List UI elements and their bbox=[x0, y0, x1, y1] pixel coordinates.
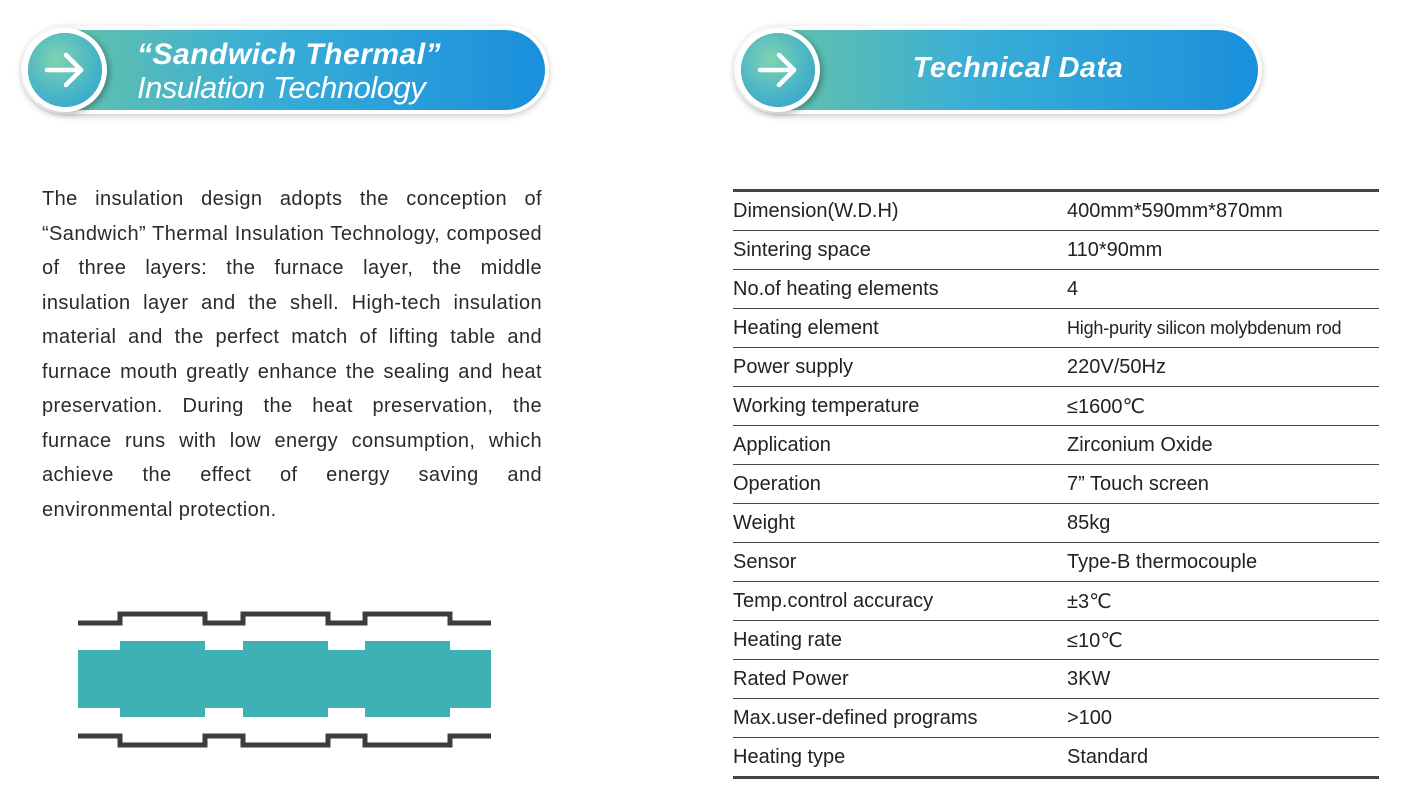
spec-row: Sintering space 110*90mm bbox=[733, 230, 1379, 270]
spec-value: 85kg bbox=[1067, 503, 1379, 543]
spec-value: 220V/50Hz bbox=[1067, 347, 1379, 387]
spec-label: Heating type bbox=[733, 745, 846, 768]
spec-row: Sensor Type-B thermocouple bbox=[733, 542, 1379, 582]
spec-value: 110*90mm bbox=[1067, 230, 1379, 270]
spec-row: Heating element High-purity silicon molyb… bbox=[733, 308, 1379, 348]
spec-value: High-purity silicon molybdenum rod bbox=[1067, 308, 1379, 348]
spec-row: Rated Power 3KW bbox=[733, 659, 1379, 699]
spec-label: Weight bbox=[733, 503, 1067, 543]
spec-label: Rated Power bbox=[733, 659, 1067, 699]
spec-value: ≤10℃ bbox=[1067, 620, 1379, 660]
spec-row: Heating rate ≤10℃ bbox=[733, 620, 1379, 660]
spec-row: Temp.control accuracy ±3℃ bbox=[733, 581, 1379, 621]
spec-label: Dimension(W.D.H) bbox=[733, 190, 1067, 231]
spec-row: Operation 7” Touch screen bbox=[733, 464, 1379, 504]
spec-value: ±3℃ bbox=[1067, 581, 1379, 621]
spec-label: Application bbox=[733, 425, 1067, 465]
sandwich-layers-diagram bbox=[78, 611, 491, 748]
arrow-right-icon bbox=[28, 33, 102, 107]
arrow-right-icon bbox=[741, 33, 815, 107]
spec-label: Max.user-defined programs bbox=[733, 698, 1067, 738]
spec-row: Power supply 220V/50Hz bbox=[733, 347, 1379, 387]
spec-label: Sensor bbox=[733, 542, 1067, 582]
technical-data-banner: Technical Data bbox=[738, 30, 1258, 110]
spec-value: 4 bbox=[1067, 269, 1379, 309]
spec-label: No.of heating elements bbox=[733, 269, 1067, 309]
banner-title-line1: “Sandwich Thermal” bbox=[137, 38, 442, 71]
insulation-description: The insulation design adopts the concept… bbox=[42, 188, 542, 521]
spec-value: 400mm*590mm*870mm bbox=[1067, 190, 1379, 231]
spec-row: Weight 85kg bbox=[733, 503, 1379, 543]
spec-label: Working temperature bbox=[733, 386, 1067, 426]
spec-value: 7” Touch screen bbox=[1067, 464, 1379, 504]
spec-label: Power supply bbox=[733, 347, 1067, 387]
spec-label: Sintering space bbox=[733, 230, 1067, 270]
spec-row: No.of heating elements 4 bbox=[733, 269, 1379, 309]
top-shell-line bbox=[78, 611, 491, 626]
spec-label: Temp.control accuracy bbox=[733, 581, 1067, 621]
insulation-layer bbox=[78, 641, 491, 717]
sandwich-insulation-banner: “Sandwich Thermal” Insulation Technology bbox=[25, 30, 545, 110]
banner-title-line2: Insulation Technology bbox=[137, 70, 426, 105]
spec-value: Type-B thermocouple bbox=[1067, 542, 1379, 582]
spec-row: Working temperature ≤1600℃ bbox=[733, 386, 1379, 426]
spec-value: 3KW bbox=[1067, 659, 1379, 699]
spec-value: >100 bbox=[1067, 698, 1379, 738]
spec-label: Heating element bbox=[733, 308, 1067, 348]
technical-data-table: Dimension(W.D.H) 400mm*590mm*870mm Sinter… bbox=[733, 189, 1379, 779]
spec-value: Standard bbox=[1067, 745, 1149, 768]
spec-label: Operation bbox=[733, 464, 1067, 504]
spec-row: Application Zirconium Oxide bbox=[733, 425, 1379, 465]
spec-value: ≤1600℃ bbox=[1067, 386, 1379, 426]
spec-row: Max.user-defined programs >100 bbox=[733, 698, 1379, 738]
bottom-shell-line bbox=[78, 733, 491, 748]
technical-data-title: Technical Data bbox=[912, 52, 1124, 84]
spec-label: Heating rate bbox=[733, 620, 1067, 660]
spec-row: Dimension(W.D.H) 400mm*590mm*870mm bbox=[733, 190, 1379, 231]
spec-value: Zirconium Oxide bbox=[1067, 425, 1379, 465]
spec-row: Heating type Standard bbox=[733, 738, 1379, 778]
